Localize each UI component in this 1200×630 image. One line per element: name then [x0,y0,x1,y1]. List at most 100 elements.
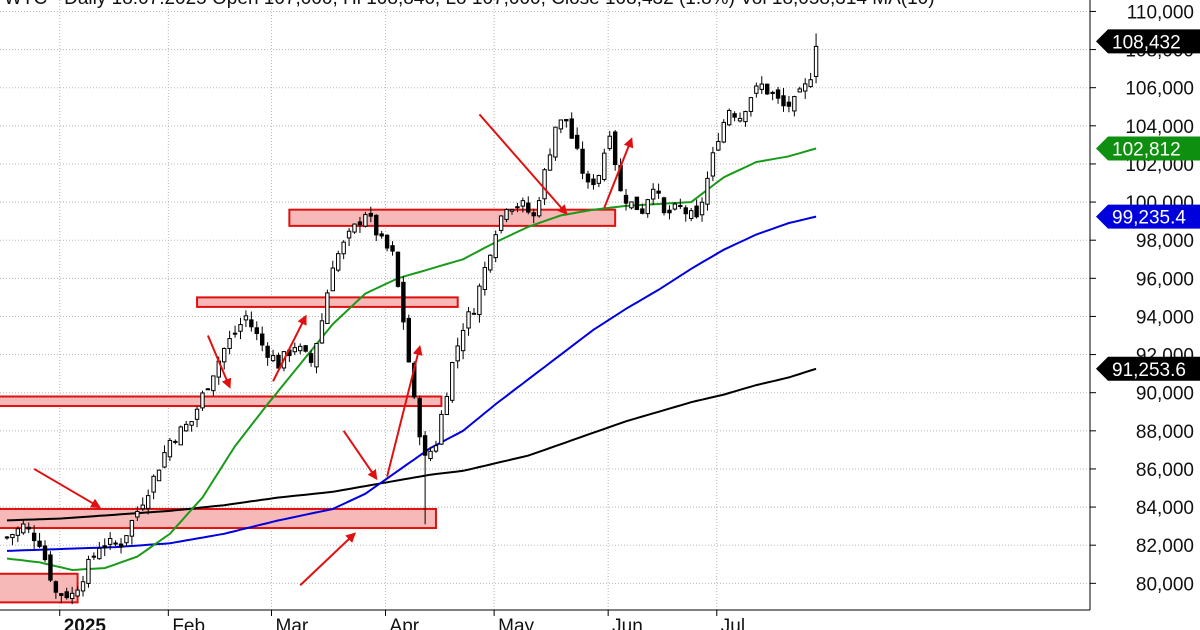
candle [645,198,650,218]
candle-body [455,345,460,362]
candle-body [118,543,124,548]
ma10-line [6,147,817,572]
candle [672,202,678,211]
candle-body [260,333,265,346]
y-tick-label: 106,000 [1125,79,1194,100]
candle-body [390,245,395,252]
candle-body [536,200,542,217]
candle [471,308,477,315]
candle-body [64,591,69,599]
x-tick-label: 2025 [64,616,107,630]
candle-body [232,332,238,335]
trend-arrow [206,335,232,389]
candle [80,575,86,597]
candle-body [374,214,379,236]
candle [107,532,113,550]
candle-body [721,121,726,143]
candle-body [352,223,357,233]
candle [455,337,460,369]
candle-body [178,426,183,446]
candle [53,580,59,599]
candle [135,506,140,522]
candle-body [145,495,151,509]
candle-body [699,201,705,216]
candle-body [401,281,406,323]
candle [488,254,493,273]
candle-body [553,126,558,158]
candle-body [75,589,80,597]
candle [374,214,379,241]
candle-body [775,89,781,99]
candle-body [612,131,618,166]
chart-title: WTC - Daily 18.07.2025 Open 107,000, Hi … [4,0,935,9]
candle [428,447,433,462]
candle [531,208,536,224]
candle-body [792,96,797,112]
candle [91,552,97,560]
trend-arrow [33,468,102,509]
candle-body [444,395,450,416]
candle-body [330,267,336,292]
candle-body [205,388,211,391]
candle [591,174,596,190]
candle [200,390,205,411]
candle-body [515,206,520,209]
candle [303,344,308,353]
candle-body [477,285,482,316]
candle-body [813,45,819,77]
candle-body [678,204,683,207]
candle-body [4,536,10,539]
candle [352,223,357,234]
candle [444,392,450,416]
candle-body [466,311,471,329]
candle-body [15,528,21,536]
candle [406,314,412,363]
candle [607,130,612,151]
candle [42,540,48,563]
candle-body [803,83,808,92]
candle [433,440,439,453]
value-labels: 108,432 102,812 99,235.4 91,253.6 [1096,29,1200,381]
candle [162,445,167,469]
candle [770,90,775,101]
price-value-label-text: 102,812 [1112,139,1181,160]
candle [292,342,297,356]
candle-body [69,592,75,600]
y-tick-label: 96,000 [1136,269,1194,290]
candle-body [48,554,53,581]
candle-body [113,542,118,545]
candle [69,586,75,605]
price-value-label: 91,253.6 [1096,356,1200,381]
candle [232,325,238,338]
candle [553,126,558,161]
candle [602,148,607,182]
candle-body [732,113,737,118]
candle [786,95,792,113]
candle-body [357,221,363,226]
candle-body [558,119,564,130]
x-tick-label: Jun [612,616,643,630]
candle [156,469,162,482]
y-tick-label: 104,000 [1125,117,1194,138]
candle-body [167,439,173,458]
candle [564,118,569,128]
ma200-line [6,367,817,522]
trend-arrow [478,113,568,216]
candle-body [270,355,276,362]
candle-body [765,83,770,95]
candle-body [656,190,661,194]
candle [384,234,390,252]
candle-body [460,329,466,352]
candle-body [743,111,748,123]
candle-body [26,526,31,530]
candle [243,310,249,328]
candle-body [629,201,634,209]
candle-body [770,91,775,94]
candle [270,349,276,363]
candle-body [493,234,498,259]
candle [650,183,656,205]
candle-body [634,196,640,211]
candle [797,86,802,93]
price-value-label-bg [1096,356,1200,381]
candle-body [585,173,591,183]
